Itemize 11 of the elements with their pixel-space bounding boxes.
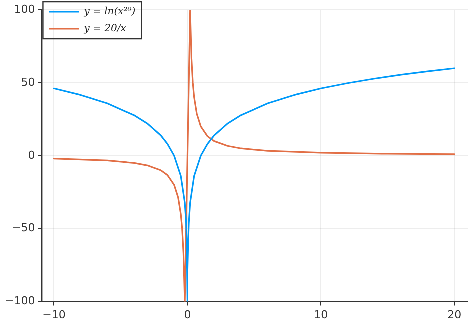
y-tick-label: −100 — [4, 294, 36, 308]
y-tick-label: 100 — [14, 2, 36, 16]
y-tick-label: 50 — [21, 76, 36, 89]
x-tick-label: −10 — [42, 308, 66, 322]
legend-label: y = ln(x²⁰) — [83, 6, 136, 18]
y-tick-label: −50 — [12, 222, 36, 235]
x-tick-label: 10 — [314, 308, 328, 322]
y-tick-label: 0 — [28, 148, 36, 162]
x-tick-label: 20 — [448, 308, 462, 322]
x-tick-label: 0 — [184, 308, 192, 322]
legend-label: y = 20/x — [83, 24, 127, 35]
